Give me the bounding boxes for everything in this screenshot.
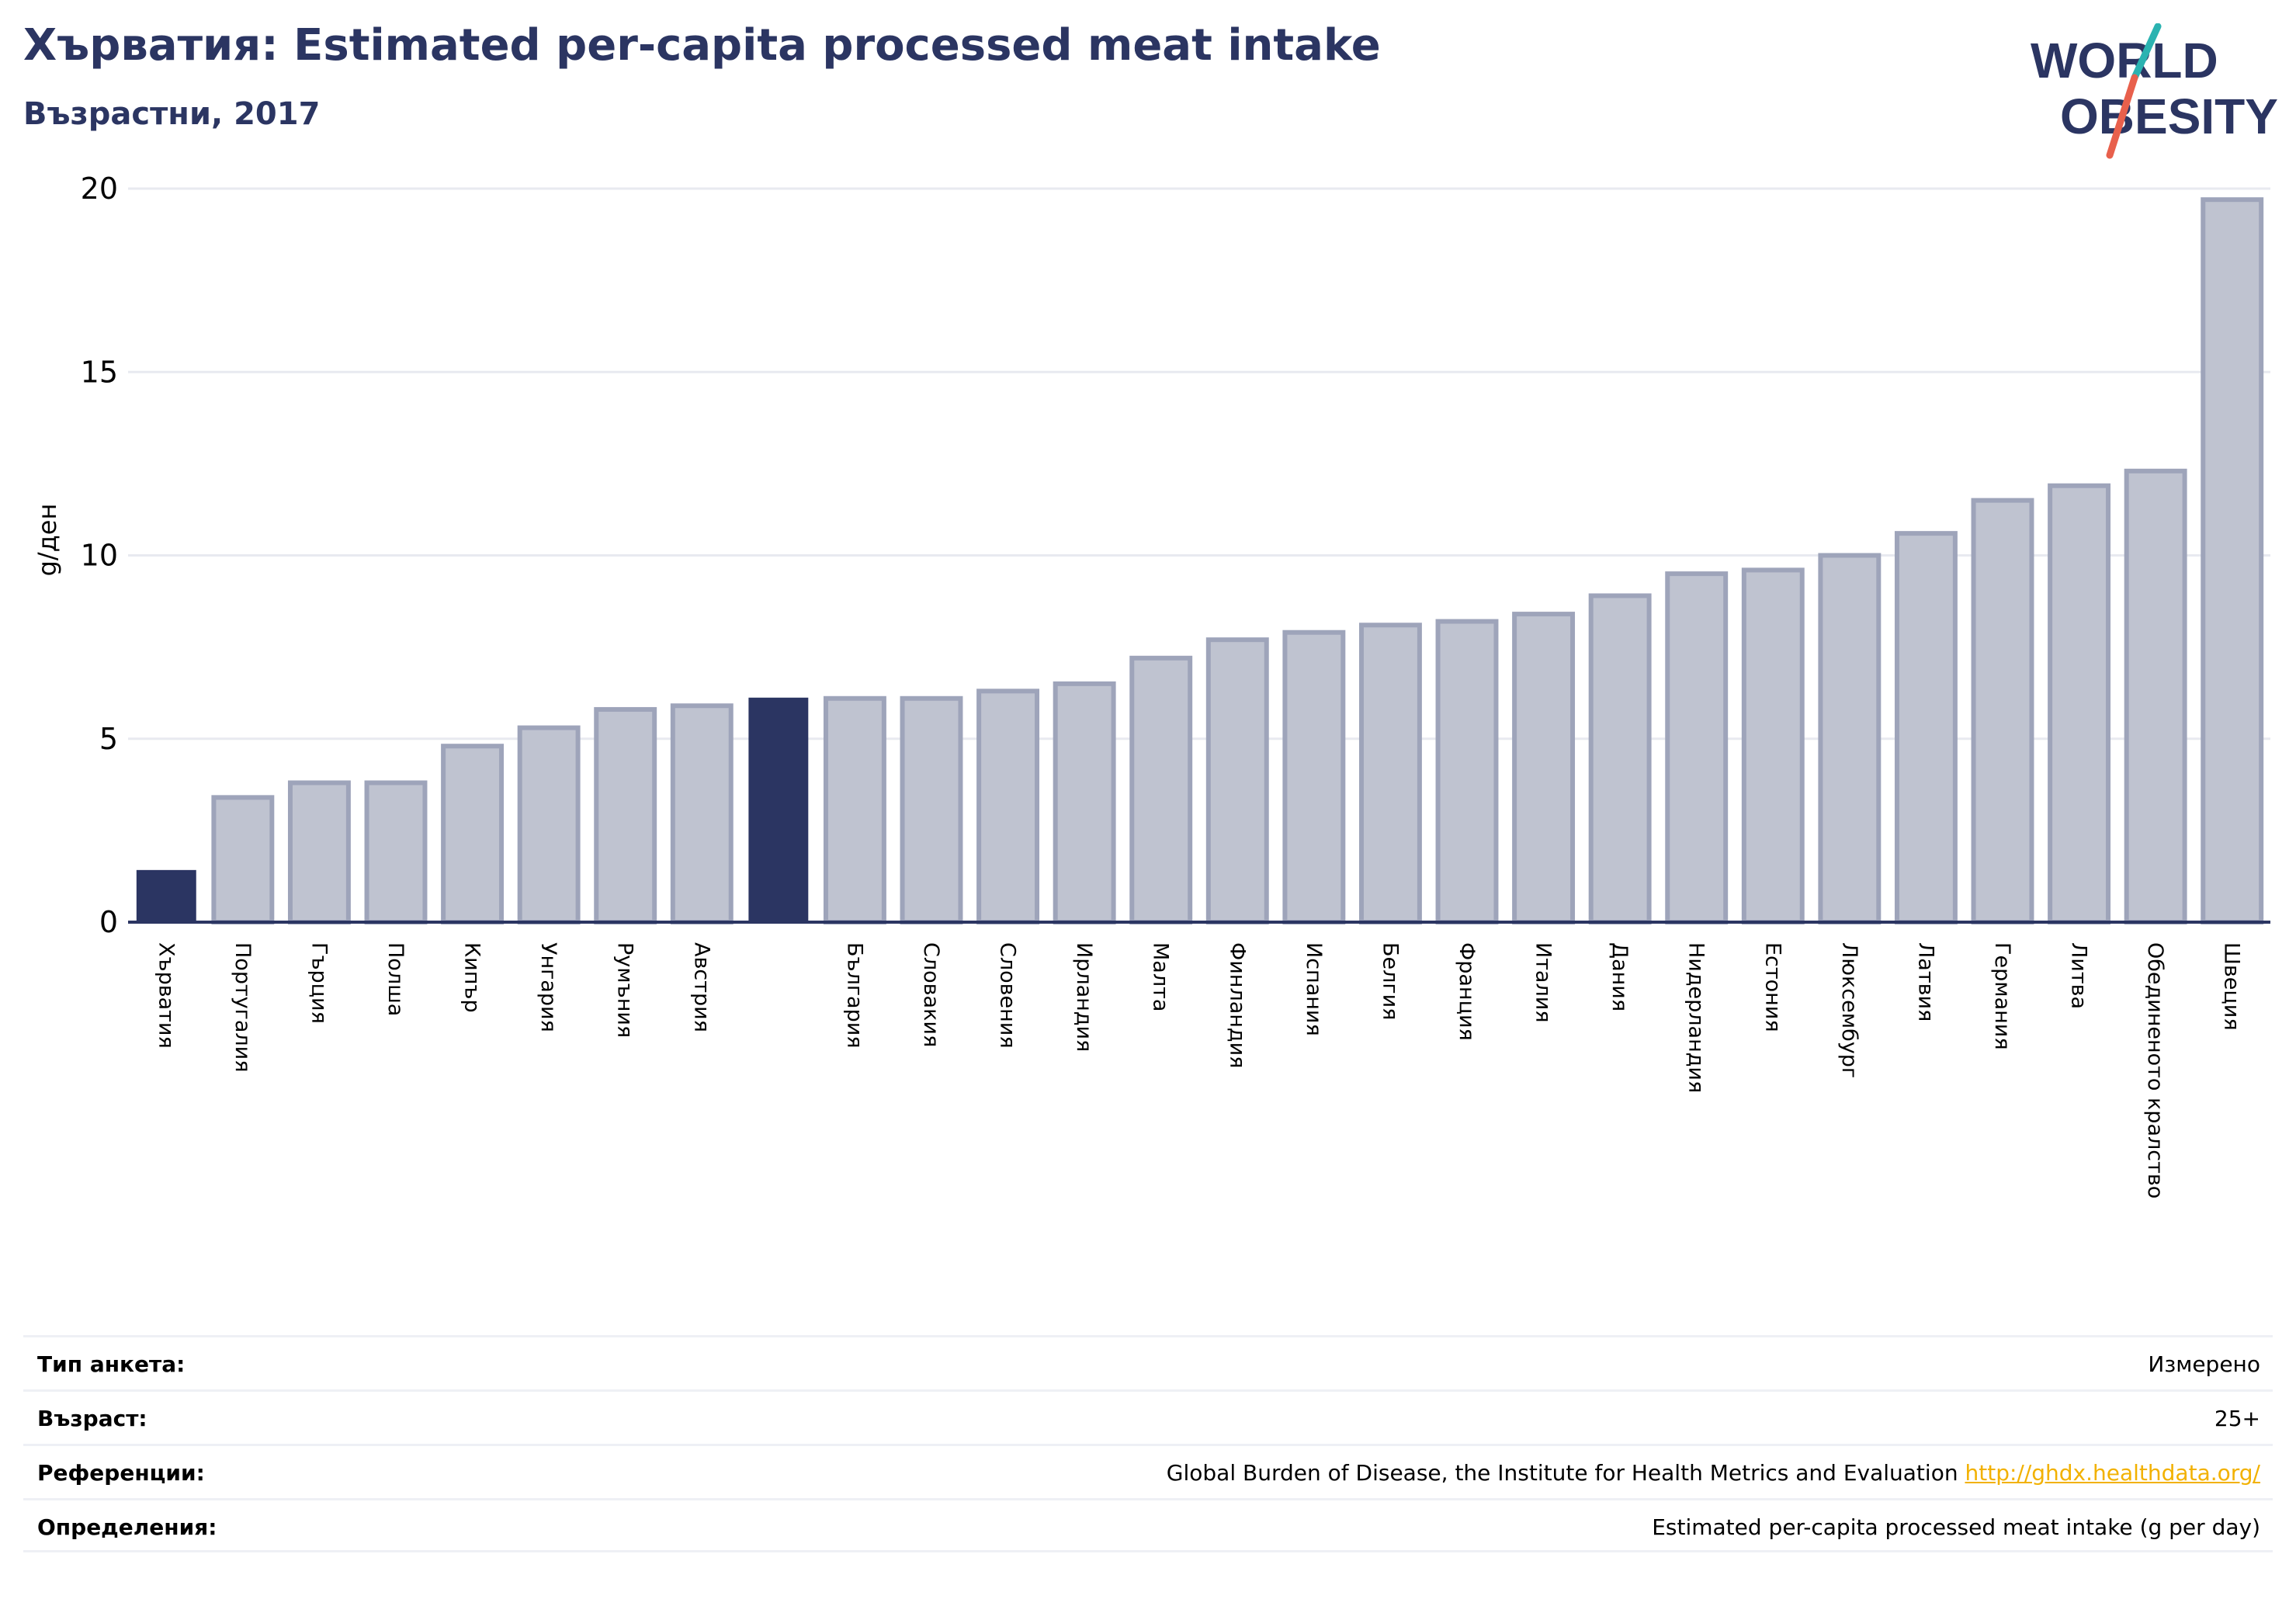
x-tick-label: Ирландия	[1072, 942, 1096, 1052]
metadata-table: Тип анкета: Измерено Възраст: 25+ Рефере…	[23, 1335, 2273, 1552]
meta-row-references: Референции: Global Burden of Disease, th…	[23, 1444, 2273, 1498]
bar	[364, 780, 428, 925]
bar	[1512, 612, 1576, 924]
bar	[1435, 619, 1499, 924]
chart-subtitle: Възрастни, 2017	[23, 96, 321, 132]
bar	[1971, 498, 2034, 924]
x-tick-label: Унгария	[536, 942, 560, 1032]
x-tick-label: Естония	[1760, 942, 1784, 1032]
logo-text-obesity: OBESITY	[2060, 88, 2278, 144]
meta-label-references: Референции:	[37, 1460, 205, 1486]
meta-label-definitions: Определения:	[37, 1514, 217, 1540]
x-tick-label: Нидерландия	[1684, 942, 1708, 1093]
x-tick-label: Швеция	[2220, 942, 2244, 1031]
bar	[211, 795, 275, 924]
meta-value-survey-type: Измерено	[2148, 1351, 2260, 1377]
meta-row-survey-type: Тип анкета: Измерено	[23, 1335, 2273, 1389]
x-tick-label: Румъния	[613, 942, 637, 1038]
x-tick-label: Словения	[996, 942, 1020, 1049]
x-tick-label: Дания	[1608, 942, 1632, 1011]
x-tick-label: Литва	[2067, 942, 2091, 1009]
bar	[1741, 567, 1805, 925]
bar	[1818, 553, 1882, 924]
bar	[1282, 630, 1346, 924]
x-tick-label: Латвия	[1913, 942, 1937, 1021]
logo-text-world: WORLD	[2031, 33, 2218, 88]
chart-title: Хърватия: Estimated per-capita processed…	[23, 20, 1381, 71]
bar	[1205, 637, 1269, 924]
y-tick-label: 20	[81, 172, 118, 206]
bar	[287, 780, 351, 925]
x-tick-label: Кипър	[460, 942, 484, 1013]
meta-row-definitions: Определения: Estimated per-capita proces…	[23, 1498, 2273, 1552]
references-text: Global Burden of Disease, the Institute …	[1166, 1460, 1958, 1486]
bar	[1053, 681, 1116, 924]
x-tick-label: Словакия	[919, 942, 943, 1047]
x-tick-label: Испания	[1302, 942, 1326, 1036]
x-tick-label: Хърватия	[154, 942, 178, 1049]
bar	[976, 689, 1040, 924]
logo-slash-coral	[2106, 74, 2138, 159]
meta-label-survey-type: Тип анкета:	[37, 1351, 186, 1377]
y-tick-label: 15	[81, 355, 118, 389]
x-tick-label: Полша	[383, 942, 408, 1016]
meta-value-references: Global Burden of Disease, the Institute …	[1167, 1460, 2260, 1486]
bar-chart: 0 5 10 15 20 g/ден Хърватия Португалия Гърция Пол…	[33, 172, 2270, 1198]
x-tick-label: Гърция	[307, 942, 331, 1024]
bar	[1129, 655, 1193, 924]
world-obesity-logo[interactable]: WORLD OBESITY	[2018, 23, 2282, 163]
y-axis-label: g/ден	[33, 504, 62, 577]
x-tick-label: Обединеното кралство	[2143, 942, 2167, 1198]
x-tick-label: Австрия	[689, 942, 713, 1032]
bar	[2201, 197, 2264, 924]
bar	[1588, 593, 1652, 924]
references-link[interactable]: http://ghdx.healthdata.org/	[1965, 1460, 2260, 1486]
bar-highlight	[136, 869, 196, 923]
x-tick-label: Италия	[1531, 942, 1556, 1023]
y-tick-label: 10	[81, 539, 118, 573]
bar	[1358, 623, 1422, 925]
x-tick-label: Германия	[1990, 942, 2014, 1050]
bar	[670, 703, 734, 924]
bar	[2124, 468, 2187, 924]
bar	[594, 706, 657, 924]
meta-label-age: Възраст:	[37, 1406, 147, 1431]
x-tick-label: България	[842, 942, 866, 1049]
x-tick-label: Франция	[1455, 942, 1479, 1041]
bar	[1894, 531, 1958, 925]
x-tick-label: Люксембург	[1837, 942, 1861, 1078]
bar-highlight	[748, 697, 809, 924]
bar	[441, 744, 505, 925]
bar	[2048, 483, 2111, 924]
meta-value-age: 25+	[2214, 1406, 2260, 1431]
bar	[900, 695, 963, 925]
logo-slash-teal	[2131, 23, 2162, 82]
x-tick-label: Португалия	[231, 942, 255, 1072]
bar	[1665, 571, 1729, 924]
y-tick-label: 0	[99, 905, 118, 939]
y-tick-label: 5	[99, 722, 118, 756]
x-tick-label: Малта	[1149, 942, 1173, 1011]
x-tick-label: Белгия	[1378, 942, 1402, 1020]
meta-value-definitions: Estimated per-capita processed meat inta…	[1652, 1514, 2260, 1540]
bar	[517, 725, 581, 925]
x-tick-label: Финландия	[1225, 942, 1249, 1068]
bar	[823, 695, 886, 925]
meta-row-age: Възраст: 25+	[23, 1389, 2273, 1444]
